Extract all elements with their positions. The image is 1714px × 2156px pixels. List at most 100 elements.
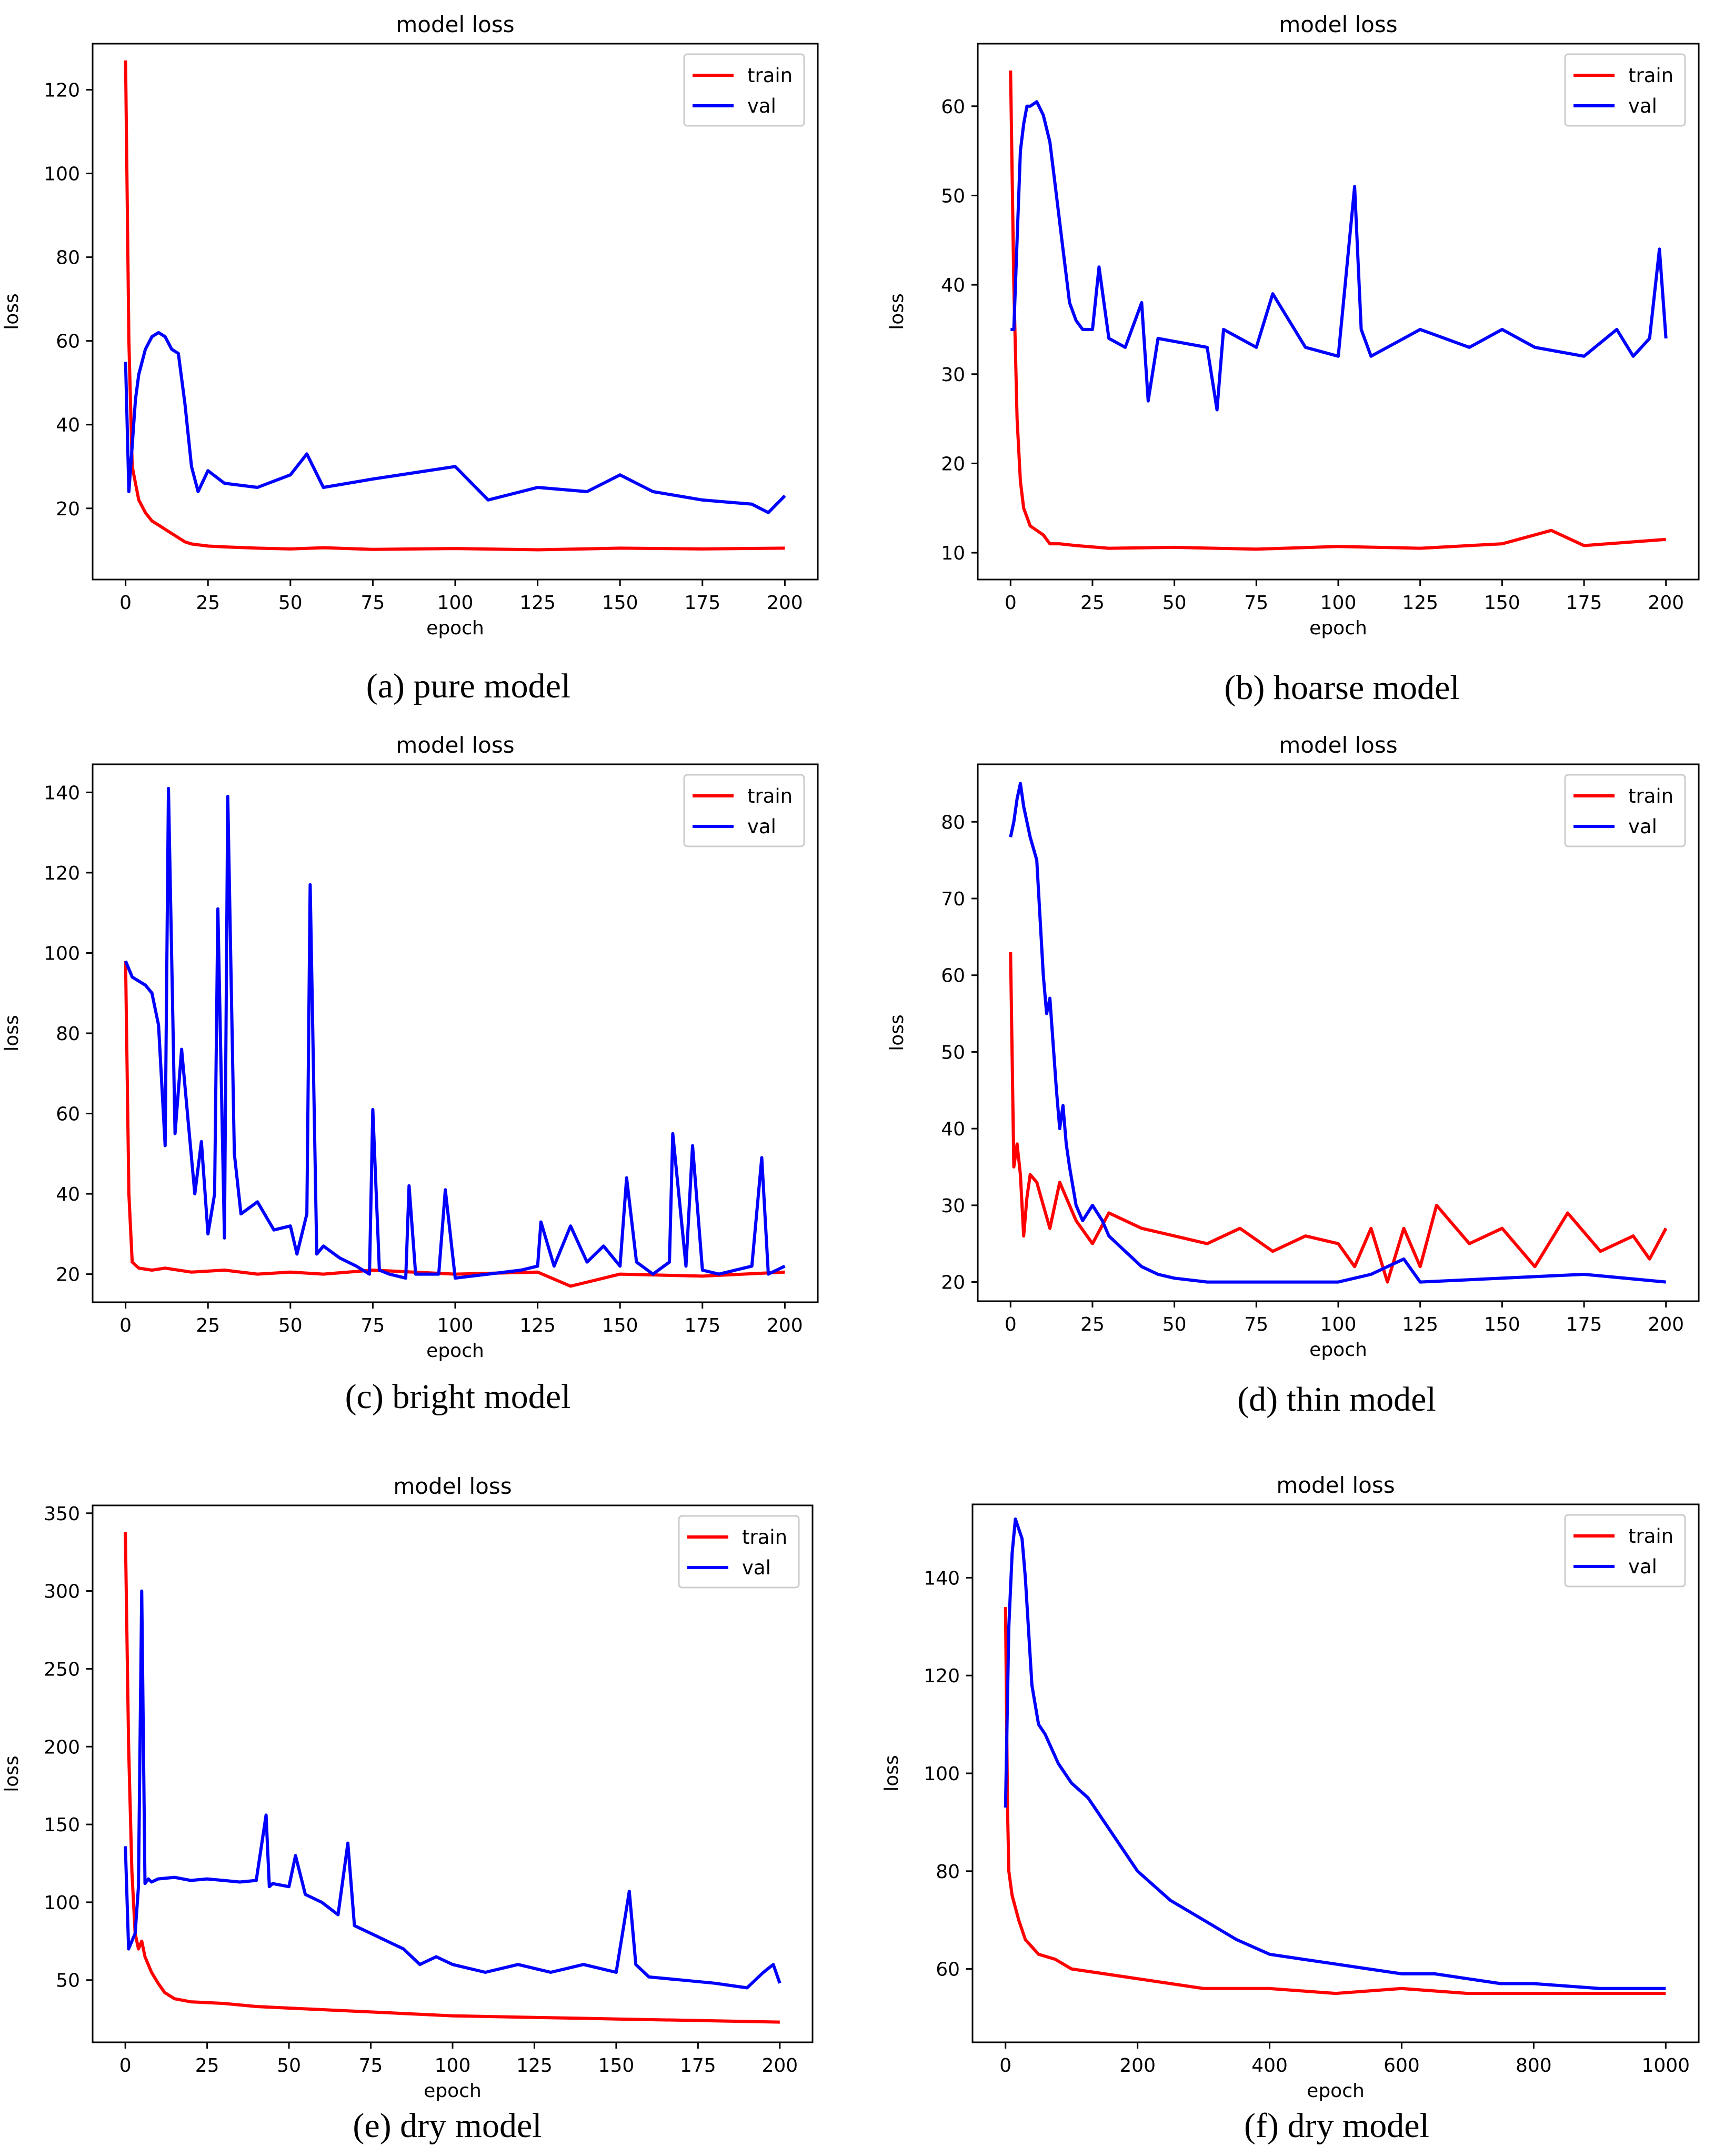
series-line-train — [1004, 1607, 1666, 1995]
panel-caption: (e) dry model — [353, 2107, 542, 2145]
y-tick-label: 20 — [941, 453, 965, 475]
y-tick-label: 140 — [924, 1568, 960, 1589]
x-tick-label: 75 — [1244, 592, 1268, 614]
x-tick-label: 0 — [119, 1315, 132, 1336]
x-axis-label: epoch — [1309, 617, 1367, 639]
y-axis-label: loss — [1, 293, 23, 330]
y-tick-label: 60 — [941, 96, 965, 118]
y-tick-label: 150 — [44, 1814, 80, 1836]
y-tick-label: 100 — [44, 1892, 80, 1914]
y-tick-label: 120 — [924, 1665, 960, 1687]
series-line-val — [1009, 782, 1666, 1284]
y-tick-label: 100 — [44, 164, 80, 185]
panel-caption: (c) bright model — [345, 1378, 571, 1416]
x-tick-label: 100 — [435, 2055, 471, 2077]
x-axis-label: epoch — [426, 1340, 484, 1362]
chart-title: model loss — [396, 12, 514, 37]
x-tick-label: 25 — [196, 592, 220, 614]
y-tick-label: 40 — [941, 1119, 965, 1140]
y-axis-label: loss — [886, 293, 908, 330]
legend-label-train: train — [1628, 64, 1673, 87]
x-tick-label: 75 — [361, 1315, 385, 1336]
panel-caption: (f) dry model — [1244, 2107, 1429, 2145]
series-line-val — [124, 786, 786, 1280]
legend-box — [1564, 774, 1686, 847]
y-axis-label: loss — [886, 1014, 908, 1051]
y-tick-label: 350 — [44, 1503, 80, 1525]
y-tick-label: 10 — [941, 543, 965, 564]
x-tick-label: 75 — [359, 2055, 383, 2077]
x-tick-label: 25 — [195, 2055, 219, 2077]
legend-label-train: train — [747, 64, 793, 87]
y-tick-label: 80 — [941, 812, 965, 833]
y-tick-label: 120 — [44, 79, 80, 101]
chart-title: model loss — [1276, 1472, 1395, 1498]
x-axis-label: epoch — [424, 2080, 482, 2102]
y-tick-label: 60 — [941, 965, 965, 987]
x-tick-label: 200 — [761, 2055, 798, 2077]
x-tick-label: 0 — [119, 2055, 132, 2077]
series-line-val — [124, 1589, 781, 1990]
legend-box — [683, 774, 805, 847]
x-tick-label: 150 — [1484, 1314, 1520, 1335]
panel-caption: (b) hoarse model — [1224, 668, 1459, 707]
legend-label-val: val — [742, 1556, 771, 1579]
y-tick-label: 30 — [941, 364, 965, 386]
legend-box — [1564, 53, 1686, 127]
panel-caption: (d) thin model — [1237, 1380, 1436, 1419]
series-line-train — [124, 1532, 780, 2024]
y-tick-label: 70 — [941, 889, 965, 910]
y-tick-label: 20 — [941, 1272, 965, 1294]
x-tick-label: 1000 — [1641, 2055, 1690, 2077]
y-tick-label: 50 — [56, 1970, 80, 1992]
x-tick-label: 125 — [516, 2055, 553, 2077]
y-tick-label: 50 — [941, 1042, 965, 1063]
y-tick-label: 60 — [56, 331, 80, 353]
y-tick-label: 50 — [941, 185, 965, 207]
x-tick-label: 0 — [1005, 592, 1017, 614]
x-axis-label: epoch — [426, 617, 484, 639]
x-tick-label: 175 — [1566, 1314, 1602, 1335]
y-tick-label: 200 — [44, 1736, 80, 1758]
legend-label-val: val — [1628, 95, 1657, 117]
legend-box — [678, 1515, 800, 1589]
y-axis-label: loss — [1, 1755, 23, 1792]
legend-label-val: val — [1628, 815, 1657, 838]
x-tick-label: 125 — [519, 592, 556, 614]
y-tick-label: 40 — [941, 275, 965, 296]
x-tick-label: 0 — [1005, 1314, 1017, 1335]
y-tick-label: 80 — [936, 1861, 960, 1883]
y-tick-label: 120 — [44, 863, 80, 884]
x-tick-label: 200 — [1119, 2055, 1156, 2077]
y-tick-label: 40 — [56, 415, 80, 436]
legend-box — [683, 53, 805, 127]
x-tick-label: 150 — [602, 1315, 638, 1336]
x-tick-label: 50 — [278, 1315, 303, 1336]
x-axis-label: epoch — [1309, 1339, 1367, 1361]
x-tick-label: 175 — [680, 2055, 716, 2077]
x-tick-label: 50 — [277, 2055, 301, 2077]
legend-label-train: train — [1628, 785, 1673, 807]
panel-caption: (a) pure model — [366, 667, 571, 705]
x-tick-label: 50 — [1162, 592, 1187, 614]
y-tick-label: 250 — [44, 1659, 80, 1680]
y-axis-label: loss — [1, 1015, 23, 1052]
chart-title: model loss — [1279, 732, 1397, 758]
legend-label-train: train — [1628, 1525, 1673, 1548]
x-tick-label: 400 — [1251, 2055, 1288, 2077]
x-tick-label: 25 — [1080, 592, 1105, 614]
legend-label-train: train — [747, 785, 793, 807]
x-tick-label: 200 — [1648, 1314, 1684, 1335]
x-tick-label: 150 — [1484, 592, 1520, 614]
x-tick-label: 50 — [278, 592, 303, 614]
x-tick-label: 175 — [684, 1315, 720, 1336]
chart-title: model loss — [1279, 12, 1397, 37]
series-line-val — [1004, 1517, 1666, 1990]
series-line-train — [124, 961, 785, 1288]
series-line-val — [124, 331, 786, 514]
x-tick-label: 50 — [1162, 1314, 1187, 1335]
x-tick-label: 200 — [767, 1315, 803, 1336]
legend-label-train: train — [742, 1526, 787, 1549]
x-tick-label: 200 — [767, 592, 803, 614]
